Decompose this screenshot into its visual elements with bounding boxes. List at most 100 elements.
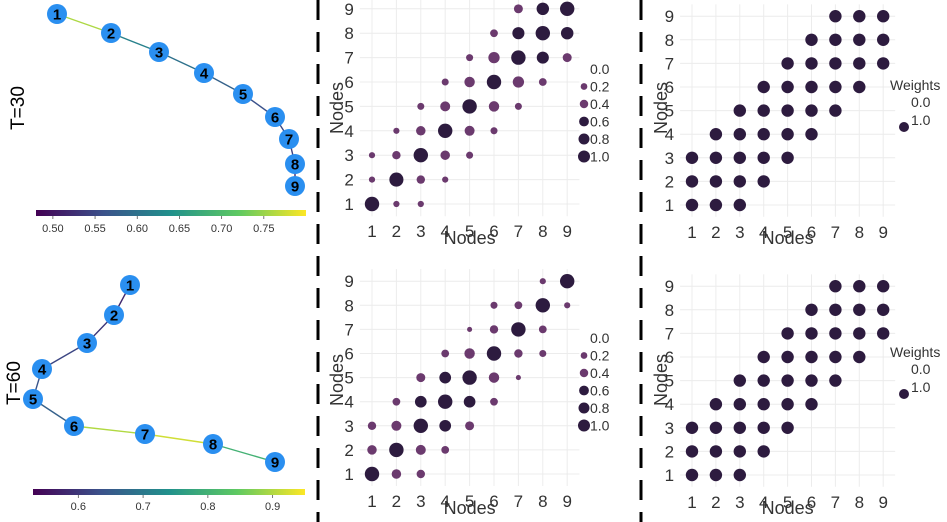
chain-node-label: 8	[291, 157, 299, 174]
weight-matrix-t30: 112233445566778899NodesNodes0.00.20.40.6…	[327, 0, 610, 248]
x-tick-label: 7	[514, 222, 523, 241]
chain-node-label: 3	[83, 336, 91, 353]
chain-node-label: 6	[271, 110, 279, 127]
weight-point	[367, 421, 377, 430]
y-tick-label: 3	[665, 149, 674, 168]
y-tick-label: 5	[344, 369, 353, 388]
band-point	[757, 445, 770, 458]
x-tick-label: 4	[759, 493, 768, 512]
weight-point	[486, 346, 502, 361]
y-tick-label: 5	[665, 102, 674, 121]
weight-point	[439, 371, 452, 384]
chain-node-label: 9	[271, 455, 279, 472]
x-tick-label: 1	[367, 492, 376, 511]
band-point	[805, 327, 818, 340]
chain-node-label: 5	[29, 392, 37, 409]
weight-point	[514, 301, 523, 310]
weight-point	[438, 123, 453, 138]
weight-point	[536, 51, 549, 64]
chain-node	[279, 129, 299, 149]
weight-point	[560, 274, 575, 289]
y-tick-label: 9	[344, 272, 353, 291]
y-tick-label: 9	[665, 7, 674, 26]
band-point	[685, 198, 699, 212]
band-point	[733, 421, 746, 434]
weight-point	[490, 397, 498, 406]
chain-node-label: 2	[110, 308, 118, 325]
legend-label: 0.0	[590, 330, 610, 346]
y-tick-label: 2	[665, 172, 674, 191]
chain-node-label: 3	[155, 45, 163, 62]
band-point	[853, 57, 866, 70]
band-point	[781, 374, 794, 387]
chain-node-label: 6	[70, 419, 78, 436]
weight-point	[490, 29, 498, 38]
weight-point	[416, 126, 426, 136]
legend-point	[580, 83, 588, 90]
x-tick-label: 9	[878, 223, 887, 242]
weight-point	[486, 74, 502, 90]
legend-label: 0.0	[911, 361, 931, 377]
colorbar-tick-label: 0.8	[200, 501, 215, 513]
band-point	[781, 128, 794, 141]
weight-point	[439, 419, 452, 432]
weight-matrix-t60: 112233445566778899NodesNodes0.00.20.40.6…	[327, 269, 610, 518]
band-point	[733, 398, 746, 411]
weight-point	[417, 102, 425, 110]
legend-point	[578, 419, 590, 432]
chain-edge	[144, 433, 214, 445]
chain-node	[285, 154, 305, 174]
chain-node	[101, 23, 121, 43]
x-axis-label: Nodes	[444, 498, 496, 518]
band-point	[853, 280, 866, 293]
x-axis-label: Nodes	[762, 228, 814, 248]
band-point	[733, 104, 746, 117]
weight-point	[488, 101, 500, 112]
chain-node	[194, 63, 214, 83]
band-point	[829, 374, 842, 387]
weight-point	[392, 151, 401, 160]
weight-point	[514, 349, 523, 358]
chain-node	[265, 452, 285, 472]
chain-node-label: 9	[291, 179, 299, 196]
band-point	[829, 280, 842, 293]
y-tick-label: 4	[344, 393, 353, 412]
band-point	[757, 421, 770, 434]
weight-point	[462, 99, 477, 114]
chain-node	[120, 275, 140, 295]
band-point	[805, 398, 818, 411]
colorbar-tick-label: 0.9	[265, 501, 280, 513]
band-point	[781, 57, 794, 70]
weight-point	[367, 445, 377, 455]
weight-point	[464, 76, 475, 88]
x-tick-label: 5	[465, 492, 474, 511]
y-tick-label: 3	[344, 417, 353, 436]
x-tick-label: 7	[831, 223, 840, 242]
weight-point	[393, 200, 400, 208]
band-point	[733, 175, 746, 188]
band-point	[781, 350, 794, 364]
band-point	[877, 10, 890, 23]
chain-node	[149, 42, 169, 62]
band-point	[685, 421, 699, 434]
y-tick-label: 4	[665, 125, 674, 144]
band-point	[685, 468, 699, 482]
x-tick-label: 4	[759, 223, 768, 242]
weight-point	[512, 27, 525, 40]
x-tick-label: 5	[783, 493, 792, 512]
band-point	[805, 303, 818, 316]
y-tick-label: 4	[665, 395, 674, 414]
weight-point	[368, 176, 376, 183]
y-tick-label: 8	[665, 301, 674, 320]
colorbar-tick-label: 0.7	[135, 501, 150, 513]
band-point	[757, 398, 770, 411]
weight-point	[466, 54, 474, 62]
weight-point	[415, 444, 426, 455]
chain-node-label: 7	[141, 427, 149, 444]
legend-point	[899, 389, 909, 399]
weight-point	[368, 152, 376, 159]
band-point	[757, 128, 770, 141]
band-point	[805, 350, 818, 364]
weight-point	[560, 26, 574, 40]
chain-node-label: 4	[38, 362, 47, 379]
